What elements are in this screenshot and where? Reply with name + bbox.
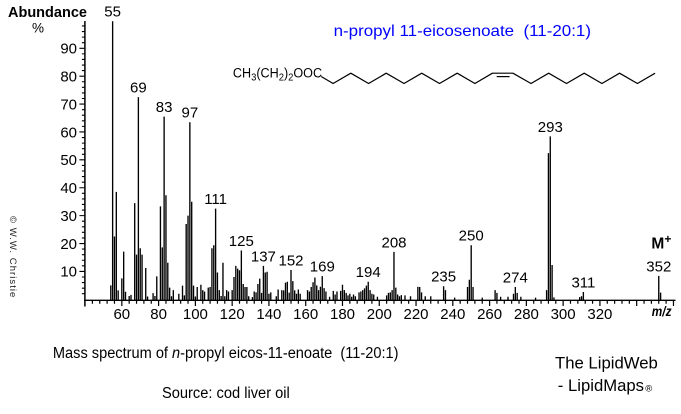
svg-text:208: 208 [381, 234, 406, 251]
svg-text:Source: cod liver oil: Source: cod liver oil [162, 385, 290, 402]
svg-text:120: 120 [220, 306, 245, 323]
svg-text:60: 60 [113, 306, 130, 323]
svg-text:152: 152 [278, 253, 303, 270]
svg-text:Abundance: Abundance [8, 5, 87, 21]
svg-text:274: 274 [503, 270, 528, 287]
svg-text:180: 180 [330, 306, 355, 323]
svg-text:70: 70 [60, 96, 77, 113]
svg-text:140: 140 [256, 306, 281, 323]
svg-text:55: 55 [104, 4, 121, 21]
svg-text:M+: M+ [651, 232, 671, 253]
svg-text:83: 83 [156, 99, 173, 116]
svg-text:20: 20 [60, 236, 77, 253]
svg-text:280: 280 [514, 306, 539, 323]
svg-text:69: 69 [130, 80, 147, 97]
svg-text:n-propyl 11-eicosenoate (11-2: n-propyl 11-eicosenoate (11-20:1) [334, 23, 591, 40]
svg-text:40: 40 [60, 180, 77, 197]
svg-text:m/z: m/z [652, 304, 672, 319]
svg-text:© W.W. Christie: © W.W. Christie [7, 216, 18, 298]
svg-text:50: 50 [60, 152, 77, 169]
svg-text:137: 137 [251, 248, 276, 265]
svg-text:160: 160 [293, 306, 318, 323]
svg-text:194: 194 [356, 264, 381, 281]
svg-text:220: 220 [403, 306, 428, 323]
svg-text:60: 60 [60, 124, 77, 141]
svg-text:352: 352 [646, 258, 671, 275]
svg-text:CH3(CH2)2OOC: CH3(CH2)2OOC [233, 65, 323, 84]
svg-text:90: 90 [60, 41, 77, 58]
svg-text:30: 30 [60, 208, 77, 225]
svg-text:80: 80 [150, 306, 167, 323]
svg-text:125: 125 [229, 233, 254, 250]
svg-text:250: 250 [459, 228, 484, 245]
svg-text:169: 169 [310, 259, 335, 276]
svg-text:%: % [32, 21, 44, 36]
svg-text:293: 293 [538, 119, 563, 136]
svg-text:320: 320 [587, 306, 612, 323]
svg-text:10: 10 [60, 264, 77, 281]
svg-text:111: 111 [204, 191, 227, 208]
svg-text:235: 235 [431, 269, 456, 286]
svg-text:240: 240 [440, 306, 465, 323]
svg-text:®: ® [645, 384, 652, 395]
svg-text:Mass spectrum of n-propyl eico: Mass spectrum of n-propyl eicos-11-enoat… [53, 345, 399, 362]
svg-text:The LipidWeb: The LipidWeb [555, 354, 658, 373]
svg-text:311: 311 [571, 275, 595, 292]
svg-text:260: 260 [477, 306, 502, 323]
svg-text:97: 97 [182, 105, 199, 122]
svg-text:200: 200 [367, 306, 392, 323]
svg-text:- LipidMaps: - LipidMaps [558, 376, 644, 395]
svg-text:100: 100 [183, 306, 208, 323]
svg-text:300: 300 [551, 306, 576, 323]
svg-text:80: 80 [60, 69, 77, 86]
